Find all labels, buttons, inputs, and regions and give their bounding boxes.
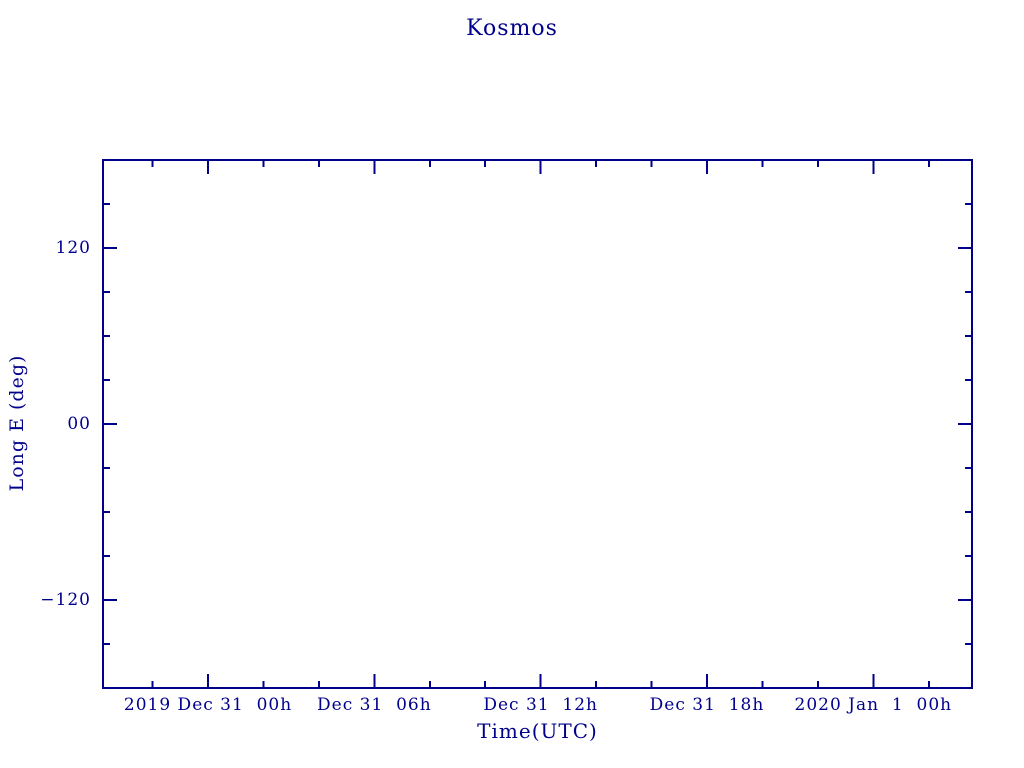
plot-border: [102, 159, 973, 689]
y-tick-label: −120: [40, 590, 91, 610]
x-axis-title: Time(UTC): [477, 719, 598, 743]
x-tick-label: 2019 Dec 31 00h: [123, 695, 293, 715]
x-tick-label: Dec 31 12h: [483, 695, 598, 715]
y-tick-label: 120: [55, 238, 91, 258]
y-axis-title: Long E (deg): [6, 354, 28, 492]
y-tick-label: 00: [67, 414, 91, 434]
chart-title: Kosmos: [466, 16, 558, 41]
x-tick-label: Dec 31 18h: [649, 695, 765, 715]
x-tick-label: Dec 31 06h: [317, 695, 432, 715]
x-tick-label: 2020 Jan 1 00h: [794, 695, 953, 715]
